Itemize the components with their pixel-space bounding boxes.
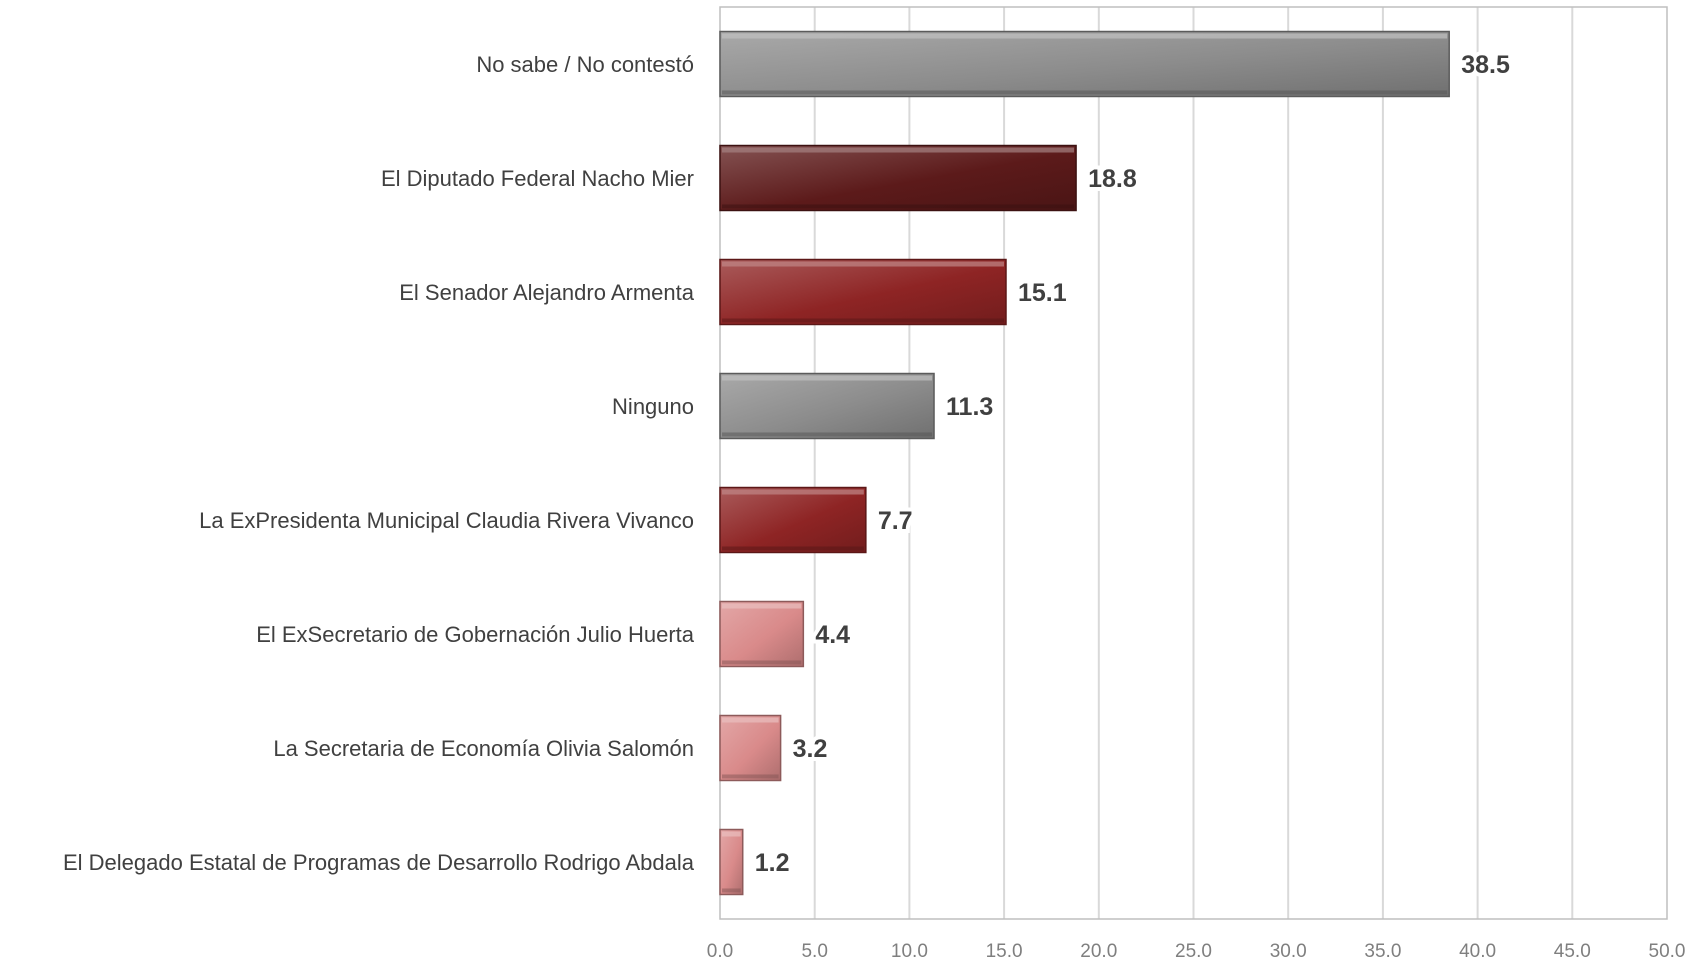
bar-shadow: [722, 432, 933, 437]
bar-rect: [719, 714, 782, 782]
x-axis-tick-labels: 0.0 5.0 10.0 15.0 20.0 25.0 30.0 35.0 40.0 45.0 50…: [707, 941, 1686, 962]
bar-highlight: [722, 489, 864, 495]
bar-shadow: [722, 90, 1448, 95]
category-label: El Diputado Federal Nacho Mier: [381, 166, 694, 191]
bar-highlight: [722, 831, 741, 837]
bar-rect: [719, 486, 867, 554]
data-label: 11.3: [946, 393, 993, 421]
bar-rect: [719, 30, 1450, 98]
x-tick-label: 35.0: [1364, 941, 1401, 962]
x-tick-label: 40.0: [1459, 941, 1496, 962]
data-label: 4.4: [815, 621, 850, 649]
x-tick-label: 50.0: [1649, 941, 1686, 962]
x-tick-label: 45.0: [1554, 941, 1591, 962]
bar-rect: [719, 372, 935, 440]
x-tick-label: 30.0: [1270, 941, 1307, 962]
bar: [719, 828, 744, 896]
bar: [719, 600, 805, 668]
bar-highlight: [722, 261, 1004, 267]
x-tick-label: 0.0: [707, 941, 733, 962]
bar: [719, 372, 935, 440]
bar-rect: [719, 258, 1007, 326]
x-tick-label: 25.0: [1175, 941, 1212, 962]
plot-area-border: [719, 6, 1668, 920]
bar: [719, 30, 1450, 98]
bars: [719, 30, 1450, 896]
category-label: El ExSecretario de Gobernación Julio Hue…: [256, 622, 695, 647]
bar: [719, 144, 1077, 212]
bar-rect: [719, 828, 744, 896]
bar-shadow: [722, 318, 1004, 323]
bar-highlight: [722, 717, 779, 723]
bar: [719, 714, 782, 782]
bar-highlight: [722, 603, 802, 609]
x-tick-label: 15.0: [986, 941, 1023, 962]
x-tick-label: 10.0: [891, 941, 928, 962]
category-label: La Secretaria de Economía Olivia Salomón: [273, 736, 694, 761]
bar-highlight: [722, 375, 933, 381]
bar-rect: [719, 600, 805, 668]
category-labels: No sabe / No contestó El Diputado Federal…: [63, 52, 695, 875]
data-label: 15.1: [1018, 279, 1067, 307]
bar-shadow: [722, 204, 1075, 209]
category-label: No sabe / No contestó: [476, 52, 694, 77]
data-label: 1.2: [755, 849, 790, 877]
data-label: 3.2: [793, 735, 828, 763]
category-label: El Senador Alejandro Armenta: [399, 280, 695, 305]
bar-shadow: [722, 660, 802, 665]
data-label: 7.7: [878, 507, 913, 535]
x-tick-label: 20.0: [1080, 941, 1117, 962]
data-label: 38.5: [1461, 51, 1510, 79]
bar: [719, 258, 1007, 326]
bar-shadow: [722, 774, 779, 779]
bar: [719, 486, 867, 554]
x-tick-label: 5.0: [801, 941, 827, 962]
bar-shadow: [722, 888, 741, 893]
gridlines: [719, 6, 1668, 920]
category-label: El Delegado Estatal de Programas de Desa…: [63, 850, 695, 875]
category-label: La ExPresidenta Municipal Claudia Rivera…: [199, 508, 694, 533]
bar-highlight: [722, 33, 1448, 39]
bar-shadow: [722, 546, 864, 551]
bar-rect: [719, 144, 1077, 212]
bar-highlight: [722, 147, 1075, 153]
data-labels: 38.5 18.8 15.1 11.3 7.7 4.4 3.2 1.2: [751, 47, 1514, 881]
category-label: Ninguno: [612, 394, 694, 419]
data-label: 18.8: [1088, 165, 1137, 193]
